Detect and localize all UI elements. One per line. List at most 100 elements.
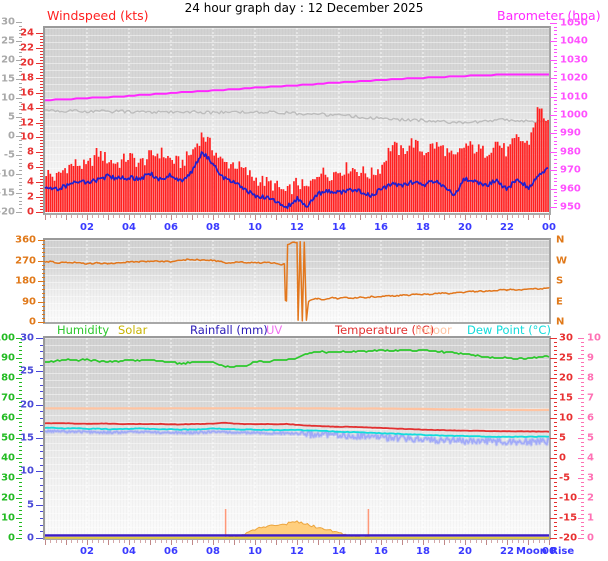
dew-point-line	[44, 426, 550, 438]
x-tick-mark	[45, 540, 46, 545]
tick-mark	[40, 36, 43, 37]
tick-label: 9	[587, 352, 594, 364]
tick-mark	[554, 390, 557, 391]
tick-label: 14	[20, 102, 34, 114]
x-tick-mark	[412, 215, 414, 218]
tick-mark	[42, 244, 45, 245]
tick-mark	[40, 511, 43, 512]
tick-label: 0	[559, 452, 566, 464]
x-tick-mark	[291, 540, 293, 543]
tick-mark	[19, 370, 22, 371]
tick-label: 25	[1, 35, 15, 47]
tick-mark	[554, 530, 557, 531]
tick-mark	[581, 410, 584, 411]
x-tick-mark	[297, 215, 298, 220]
x-tick-mark	[155, 540, 157, 543]
x-tick-mark	[286, 540, 288, 543]
x-axis-label: 06	[164, 546, 178, 557]
x-tick-mark	[50, 215, 52, 218]
x-tick-mark	[181, 540, 183, 543]
tick-label: 10	[559, 412, 573, 424]
x-tick-mark	[228, 215, 230, 218]
tick-mark	[40, 525, 43, 526]
x-tick-mark	[60, 540, 62, 543]
tick-mark	[554, 45, 557, 46]
tick-mark	[554, 490, 557, 491]
tick-label: 8	[587, 372, 594, 384]
tick-mark	[550, 518, 557, 519]
humidity-line	[45, 349, 550, 368]
tick-mark	[19, 128, 22, 129]
tick-mark	[19, 450, 22, 451]
tick-label: 10	[1, 512, 15, 524]
x-tick-mark	[370, 215, 372, 218]
tick-mark	[40, 120, 43, 121]
x-tick-mark	[312, 215, 314, 218]
tick-mark	[36, 123, 43, 124]
tick-label: 20	[559, 372, 573, 384]
x-tick-mark	[155, 215, 157, 218]
tick-mark	[40, 179, 43, 180]
tick-mark	[40, 42, 43, 43]
tick-mark	[36, 505, 43, 506]
tick-mark	[40, 54, 43, 55]
tick-mark	[581, 526, 584, 527]
tick-mark	[40, 105, 43, 106]
tick-mark	[16, 98, 22, 99]
tick-mark	[19, 462, 22, 463]
tick-mark	[19, 71, 22, 72]
x-tick-mark	[486, 540, 487, 545]
tick-mark	[40, 478, 43, 479]
tick-mark	[19, 102, 22, 103]
tick-mark	[550, 189, 557, 190]
x-tick-mark	[260, 215, 262, 218]
barometer-line	[45, 73, 549, 102]
x-tick-mark	[160, 215, 162, 218]
tick-label: 990	[560, 127, 581, 139]
tick-mark	[554, 203, 557, 204]
x-axis-label: 22	[500, 546, 514, 557]
x-tick-mark	[76, 540, 78, 543]
tick-mark	[19, 189, 22, 190]
page-title: 24 hour graph day : 12 December 2025	[184, 1, 424, 15]
tick-mark	[40, 90, 43, 91]
tick-mark	[40, 81, 43, 82]
x-tick-mark	[433, 540, 435, 543]
tick-label: 960	[560, 183, 581, 195]
x-tick-mark	[228, 540, 230, 543]
tick-mark	[16, 498, 22, 499]
x-tick-mark	[491, 215, 493, 218]
x-tick-mark	[244, 215, 246, 218]
tick-mark	[40, 491, 43, 492]
tick-label: 1050	[560, 17, 588, 29]
x-tick-mark	[249, 540, 251, 543]
x-axis-label: 04	[122, 222, 136, 233]
tick-label: -20	[559, 532, 578, 544]
tick-mark	[40, 518, 43, 519]
tick-mark	[19, 502, 22, 503]
tick-label: 0	[27, 532, 34, 544]
tick-mark	[40, 173, 43, 174]
x-axis-label: 20	[458, 222, 472, 233]
tick-mark	[19, 482, 22, 483]
tick-mark	[40, 411, 43, 412]
tick-mark	[19, 382, 22, 383]
tick-mark	[581, 450, 584, 451]
tick-mark	[16, 117, 22, 118]
tick-mark	[16, 518, 22, 519]
x-tick-mark	[213, 540, 214, 545]
tick-mark	[581, 402, 584, 403]
windspeed-barometer-plot	[44, 28, 550, 213]
tick-mark	[554, 534, 557, 535]
tick-mark	[581, 354, 584, 355]
tick-label: 12	[20, 117, 34, 128]
x-tick-mark	[81, 540, 83, 543]
tick-mark	[19, 342, 22, 343]
tick-mark	[581, 350, 584, 351]
x-axis-label: 02	[80, 222, 94, 233]
x-tick-mark	[218, 540, 220, 543]
tick-mark	[19, 490, 22, 491]
sunrise-sunset-markers	[224, 509, 370, 537]
tick-label: 25	[20, 365, 34, 377]
tick-mark	[578, 338, 584, 339]
